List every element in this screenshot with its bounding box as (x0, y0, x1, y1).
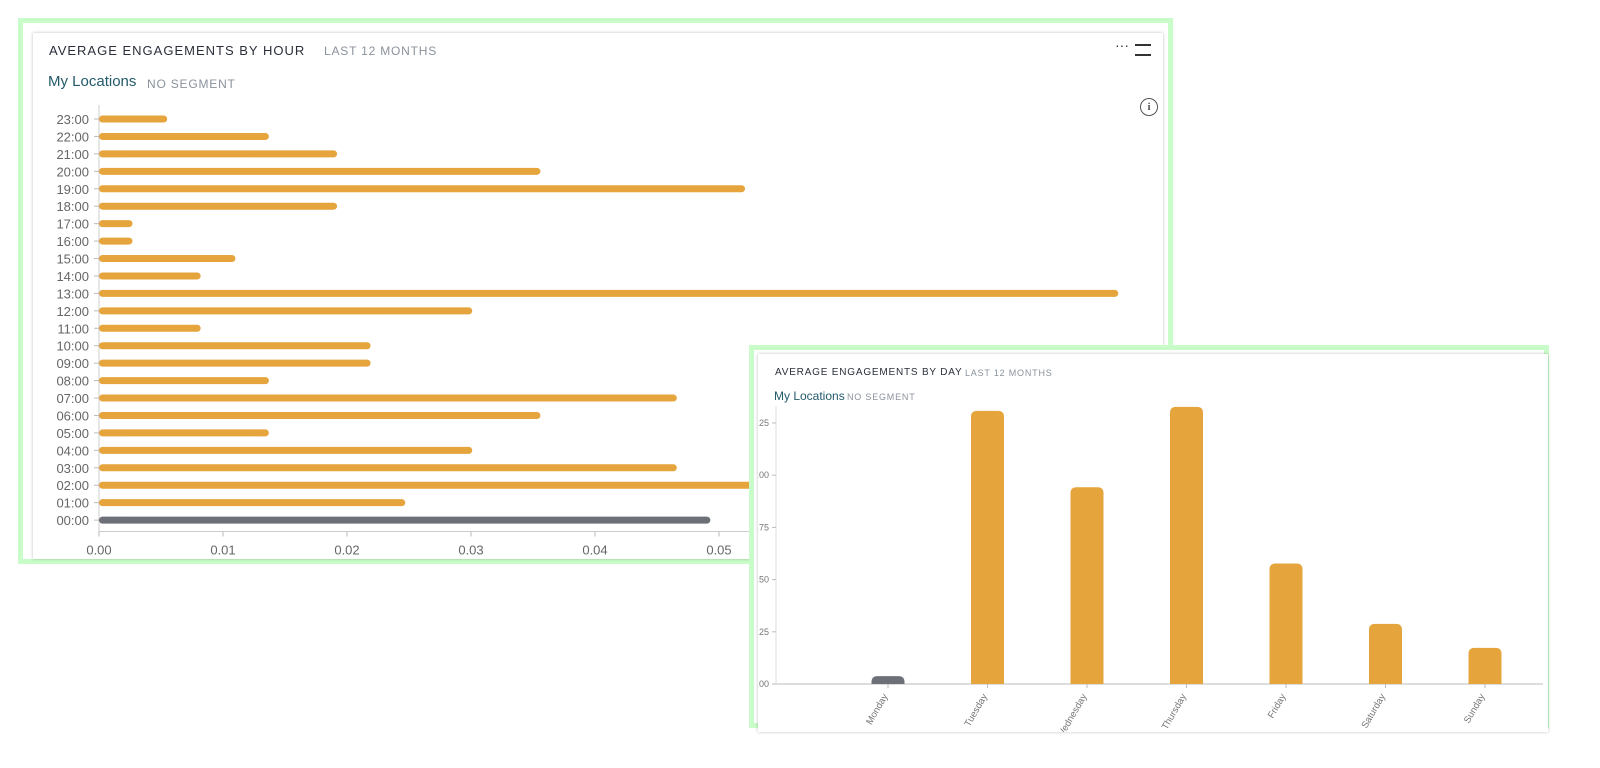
day-bar-chart: 0.00 0.25 0.50 0.75 1.00 1.25 Monday Tuesday Wed… (758, 406, 1543, 732)
location-link[interactable]: My Locations (774, 389, 845, 403)
x-tick-label: 0.00 (86, 543, 111, 558)
bar-1500 (99, 255, 236, 263)
x-tick-label: 0.02 (334, 543, 359, 558)
bar-0900 (99, 359, 371, 367)
y-tick-label: 0.75 (758, 522, 769, 532)
period-label: LAST 12 MONTHS (324, 44, 438, 58)
y-tick-label: 05:00 (56, 426, 89, 441)
x-tick-label: Thursday (1160, 692, 1189, 732)
x-tick-label: Tuesday (963, 692, 991, 729)
y-tick-label: 1.00 (758, 470, 769, 480)
y-tick-label: 14:00 (56, 269, 89, 284)
y-tick-label: 12:00 (56, 304, 89, 319)
y-tick-label: 20:00 (56, 164, 89, 179)
bar-0400 (99, 446, 473, 454)
bar-1400 (99, 272, 201, 280)
y-tick-label: 04:00 (56, 443, 89, 458)
y-tick-label: 0.25 (758, 627, 769, 637)
y-tick-label: 19:00 (56, 182, 89, 197)
bar-1100 (99, 324, 201, 332)
bar-monday (871, 676, 905, 684)
segment-label: NO SEGMENT (847, 392, 916, 402)
bar-1000 (99, 342, 371, 350)
day-chart-frame: AVERAGE ENGAGEMENTS BY DAY LAST 12 MONTH… (749, 345, 1549, 732)
bar-1700 (99, 220, 133, 228)
hour-chart-frame: AVERAGE ENGAGEMENTS BY HOUR LAST 12 MONT… (18, 18, 1173, 564)
hour-bar-chart: 0.000.010.020.030.040.050.060.070.0800:0… (56, 105, 1153, 558)
bar-1300 (99, 289, 1119, 297)
x-tick-label: Wednesday (1055, 692, 1090, 732)
x-tick-label: 0.03 (458, 543, 483, 558)
bar-0200 (99, 481, 806, 489)
y-tick-label: 15:00 (56, 252, 89, 267)
y-tick-label: 13:00 (56, 286, 89, 301)
bar-2000 (99, 167, 541, 175)
bar-wednesday (1070, 487, 1104, 684)
y-tick-label: 10:00 (56, 339, 89, 354)
menu-icon[interactable] (1135, 44, 1151, 56)
x-tick-label: Saturday (1360, 692, 1389, 731)
x-tick-label: Sunday (1462, 692, 1488, 726)
y-tick-label: 0.50 (758, 575, 769, 585)
info-icon[interactable]: i (1140, 98, 1158, 116)
x-tick-label: 0.05 (706, 543, 731, 558)
hour-chart-card: AVERAGE ENGAGEMENTS BY HOUR LAST 12 MONT… (33, 33, 1163, 559)
bar-1600 (99, 237, 133, 245)
y-tick-label: 00:00 (56, 513, 89, 528)
bar-friday (1269, 563, 1303, 684)
period-label: LAST 12 MONTHS (965, 368, 1053, 378)
bar-0700 (99, 394, 677, 402)
bar-thursday (1170, 406, 1203, 684)
bar-1900 (99, 185, 746, 193)
bar-2100 (99, 150, 338, 158)
y-tick-label: 09:00 (56, 356, 89, 371)
bar-tuesday (971, 410, 1004, 684)
bar-sunday (1468, 647, 1502, 684)
bar-0500 (99, 429, 269, 437)
bar-2200 (99, 132, 269, 140)
bar-0000 (99, 516, 711, 524)
y-tick-label: 07:00 (56, 391, 89, 406)
card-title: AVERAGE ENGAGEMENTS BY DAY (775, 367, 963, 378)
bar-0800 (99, 377, 269, 385)
x-tick-label: 0.04 (582, 543, 607, 558)
y-tick-label: 11:00 (57, 321, 89, 336)
y-tick-label: 23:00 (56, 112, 89, 127)
y-tick-label: 01:00 (56, 496, 89, 511)
y-tick-label: 03:00 (56, 461, 89, 476)
x-tick-label: Monday (864, 692, 891, 727)
segment-label: NO SEGMENT (147, 77, 236, 91)
y-tick-label: 18:00 (56, 199, 89, 214)
y-tick-label: 06:00 (56, 408, 89, 423)
location-link[interactable]: My Locations (48, 73, 137, 90)
y-tick-label: 08:00 (56, 374, 89, 389)
x-tick-label: Friday (1266, 692, 1289, 721)
day-chart-card: AVERAGE ENGAGEMENTS BY DAY LAST 12 MONTH… (758, 354, 1548, 732)
card-title: AVERAGE ENGAGEMENTS BY HOUR (49, 43, 306, 58)
y-tick-label: 0.00 (758, 679, 769, 689)
y-tick-label: 22:00 (56, 129, 89, 144)
bar-0100 (99, 499, 406, 507)
bar-2300 (99, 115, 168, 123)
y-tick-label: 02:00 (56, 478, 89, 493)
bar-1800 (99, 202, 338, 210)
y-tick-label: 21:00 (56, 147, 89, 162)
bar-saturday (1369, 623, 1402, 684)
y-tick-label: 17:00 (56, 217, 89, 232)
more-icon[interactable]: ··· (1115, 37, 1129, 53)
y-tick-label: 16:00 (56, 234, 89, 249)
bar-0600 (99, 411, 541, 419)
x-tick-label: 0.01 (210, 543, 235, 558)
bar-1200 (99, 307, 473, 315)
y-tick-label: 1.25 (758, 418, 769, 428)
bar-0300 (99, 464, 677, 472)
